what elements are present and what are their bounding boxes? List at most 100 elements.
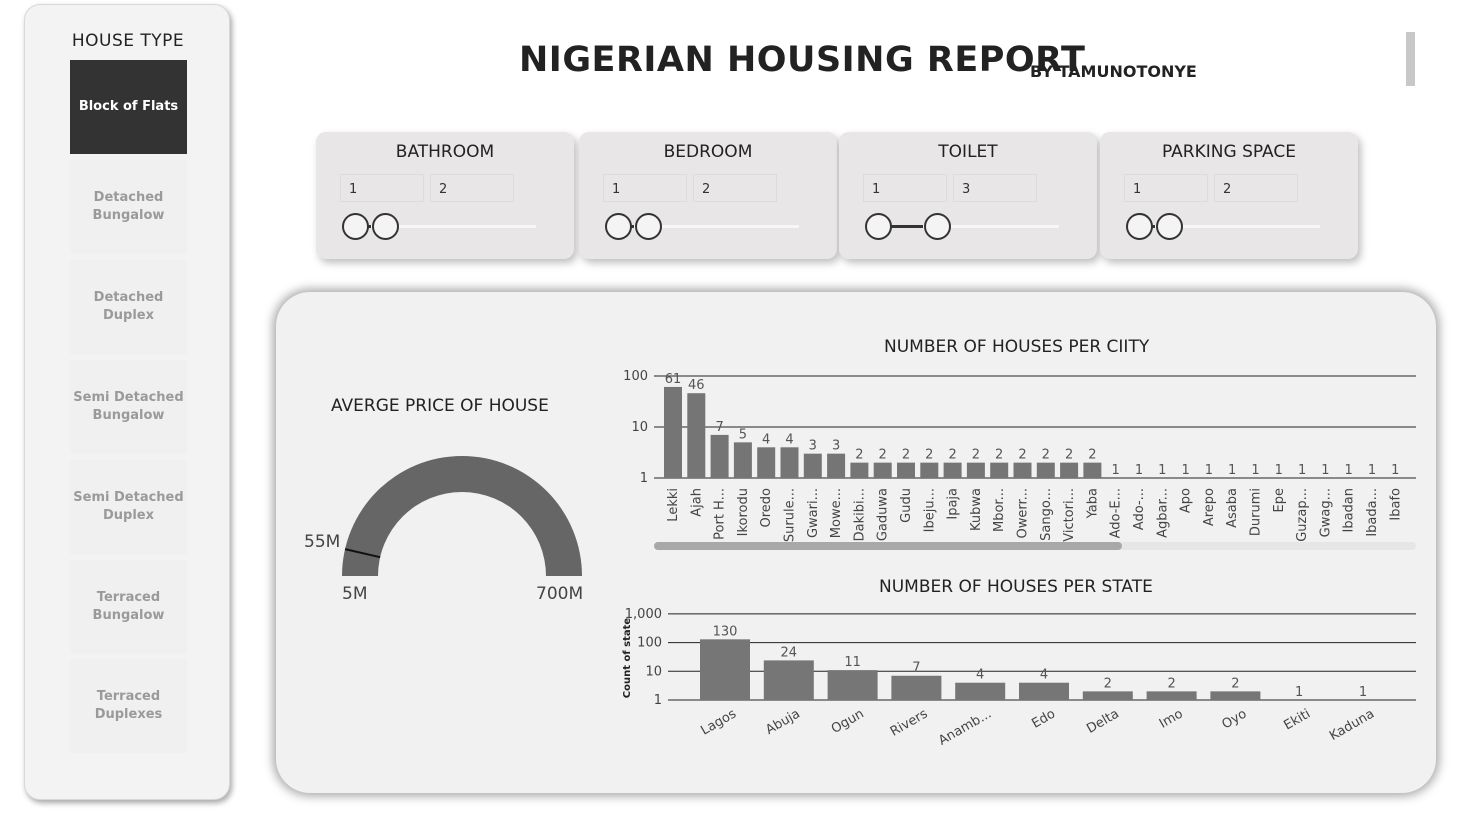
slicer-card-toilet: TOILET 1 3	[839, 132, 1097, 259]
bar[interactable]	[827, 670, 878, 700]
slicer-min-input[interactable]: 1	[863, 174, 947, 202]
bar[interactable]	[1146, 691, 1197, 700]
slider-track[interactable]	[342, 225, 536, 228]
slider-min-handle[interactable]	[1126, 213, 1153, 240]
slider-min-handle[interactable]	[865, 213, 892, 240]
data-label: 2	[1231, 676, 1239, 691]
slicer-title: BATHROOM	[395, 142, 495, 162]
x-tick-label: Edo	[1029, 706, 1058, 731]
house-type-item[interactable]: Block of Flats	[70, 60, 187, 154]
slider-max-handle[interactable]	[371, 213, 399, 240]
x-tick-label: Asaba	[1225, 488, 1240, 528]
y-tick-label: 10	[645, 664, 662, 679]
bar[interactable]	[803, 453, 822, 478]
gauge-arc	[342, 456, 582, 576]
house-type-item[interactable]: Detached Bungalow	[70, 160, 187, 254]
slicer-card-bedroom: BEDROOM 1 2	[579, 132, 837, 259]
slicer-max-input[interactable]: 2	[1214, 174, 1298, 202]
x-tick-label: Guzap...	[1295, 488, 1310, 542]
bar[interactable]	[891, 675, 942, 700]
state-chart-title: NUMBER OF HOUSES PER STATE	[879, 577, 1153, 597]
data-label: 1	[1158, 463, 1166, 478]
slider-track[interactable]	[865, 225, 1059, 228]
slicer-card-parking-space: PARKING SPACE 1 2	[1100, 132, 1358, 259]
x-tick-label: Ibafo	[1388, 488, 1403, 521]
x-tick-label: Yaba	[1085, 488, 1100, 519]
bar[interactable]	[850, 462, 869, 478]
data-label: 1	[1228, 463, 1236, 478]
bar[interactable]	[733, 442, 752, 478]
bar[interactable]	[1082, 691, 1133, 700]
x-tick-label: Lekki	[666, 488, 681, 522]
bar[interactable]	[827, 453, 846, 478]
bar[interactable]	[1083, 462, 1102, 478]
bar[interactable]	[920, 462, 939, 478]
bar[interactable]	[664, 386, 682, 478]
slider-max-handle[interactable]	[1155, 213, 1183, 240]
slicer-max-input[interactable]: 2	[693, 174, 777, 202]
slider-min-handle[interactable]	[605, 213, 632, 240]
data-label: 1	[1295, 685, 1303, 700]
data-label: 2	[1018, 448, 1026, 463]
data-label: 2	[1088, 448, 1096, 463]
x-tick-label: Gudu	[899, 488, 914, 523]
data-label: 2	[1042, 448, 1050, 463]
gauge-needle	[344, 548, 381, 559]
data-label: 2	[1167, 676, 1175, 691]
x-tick-label: Kubwa	[969, 488, 984, 531]
bar[interactable]	[1036, 462, 1055, 478]
house-type-item[interactable]: Terraced Bungalow	[70, 560, 187, 654]
bar[interactable]	[757, 447, 776, 478]
bar[interactable]	[1060, 462, 1079, 478]
slicer-min-input[interactable]: 1	[603, 174, 687, 202]
city-bar-chart: 1 10 100 61 Lekki 46 Ajah 7 Port H... 5 Ikorodu 4 Or…	[623, 369, 1416, 550]
bar[interactable]	[780, 447, 799, 478]
slider-range	[878, 225, 923, 228]
bar[interactable]	[1210, 691, 1261, 700]
bar[interactable]	[1019, 682, 1069, 700]
bar[interactable]	[943, 462, 962, 478]
x-tick-label: Victori...	[1062, 488, 1077, 542]
slider-max-handle[interactable]	[923, 213, 951, 240]
gauge-max-label: 700M	[536, 584, 584, 604]
bar[interactable]	[990, 462, 1009, 478]
slicer-min-input[interactable]: 1	[340, 174, 424, 202]
bar[interactable]	[1013, 462, 1032, 478]
house-type-item[interactable]: Terraced Duplexes	[70, 659, 187, 753]
bar[interactable]	[966, 462, 985, 478]
gauge-min-label: 5M	[342, 584, 368, 604]
data-label: 7	[715, 420, 723, 435]
x-tick-label: Port H...	[713, 488, 728, 540]
slider-track[interactable]	[605, 225, 799, 228]
slicer-min-input[interactable]: 1	[1124, 174, 1208, 202]
x-tick-label: Lagos	[698, 706, 739, 738]
x-tick-label: Epe	[1272, 488, 1287, 512]
scrollbar[interactable]	[1406, 32, 1415, 86]
bar[interactable]	[710, 434, 729, 478]
house-type-item[interactable]: Detached Duplex	[70, 260, 187, 354]
x-tick-label: Ibeju...	[922, 488, 937, 532]
bar[interactable]	[687, 393, 706, 478]
data-label: 1	[1345, 463, 1353, 478]
bar[interactable]	[763, 660, 814, 700]
slider-min-handle[interactable]	[342, 213, 369, 240]
data-label: 7	[912, 661, 920, 676]
slider-max-handle[interactable]	[634, 213, 662, 240]
data-label: 5	[739, 427, 747, 442]
house-type-item[interactable]: Semi Detached Bungalow	[70, 360, 187, 454]
slicer-max-input[interactable]: 2	[430, 174, 514, 202]
bar[interactable]	[955, 682, 1006, 700]
data-label: 4	[1040, 668, 1048, 683]
house-type-item[interactable]: Semi Detached Duplex	[70, 460, 187, 554]
slicer-title: BEDROOM	[663, 142, 753, 162]
slider-track[interactable]	[1126, 225, 1320, 228]
slicer-card-bathroom: BATHROOM 1 2	[316, 132, 574, 259]
bar[interactable]	[873, 462, 892, 478]
bar[interactable]	[897, 462, 915, 478]
chart-scrollbar-thumb[interactable]	[654, 542, 1122, 550]
slicer-max-input[interactable]: 3	[953, 174, 1037, 202]
x-tick-label: Dakibi...	[852, 488, 867, 541]
x-tick-label: Agbar...	[1155, 488, 1170, 538]
x-tick-label: Arepo	[1202, 488, 1217, 526]
bar[interactable]	[700, 639, 750, 700]
